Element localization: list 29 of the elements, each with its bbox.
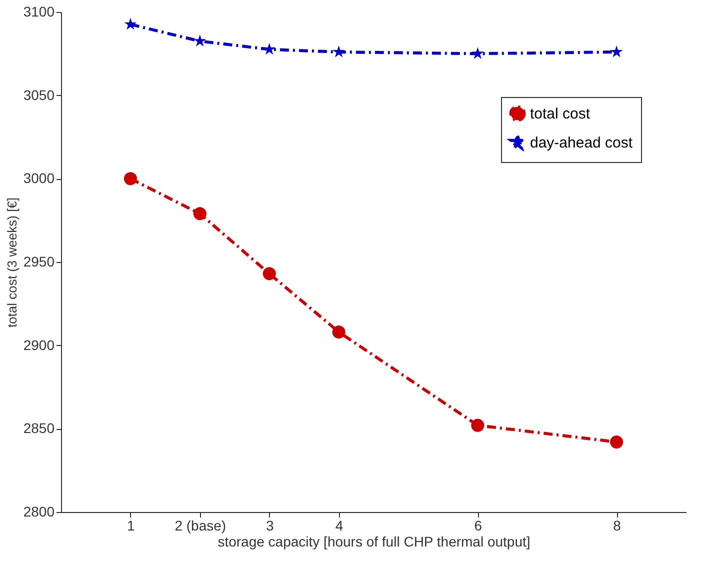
y-tick-label: 2900: [23, 336, 55, 353]
y-tick-label: 3000: [23, 170, 55, 186]
point: [194, 34, 206, 46]
point: [262, 267, 276, 280]
x-tick-label: 4: [335, 518, 344, 534]
point: [610, 435, 624, 449]
x-tick-label: 1: [127, 518, 136, 534]
legend-label: day-ahead cost: [530, 134, 634, 152]
point: [124, 18, 137, 30]
y-axis-title: total cost (3 weeks) [€]: [4, 197, 20, 328]
point: [332, 45, 345, 58]
point: [610, 45, 623, 58]
point: [124, 172, 137, 186]
y-tick-label: 3100: [23, 4, 55, 20]
y-tick-label: 2800: [23, 504, 55, 520]
point: [332, 325, 346, 339]
y-tick-label: 2950: [23, 254, 55, 270]
point: [471, 418, 484, 432]
x-tick-label: 8: [613, 518, 622, 534]
point: [263, 42, 276, 55]
point: [193, 207, 206, 220]
y-tick-label: 2850: [23, 420, 55, 436]
y-tick-label: 3050: [23, 86, 55, 103]
x-tick-label: 3: [266, 518, 274, 534]
x-axis-title: storage capacity [hours of full CHP thermal output]: [218, 534, 530, 550]
point: [471, 47, 484, 59]
legend-label: total cost: [530, 106, 591, 122]
x-tick-label: 2 (base): [174, 518, 226, 534]
x-tick-label: 6: [474, 518, 482, 534]
